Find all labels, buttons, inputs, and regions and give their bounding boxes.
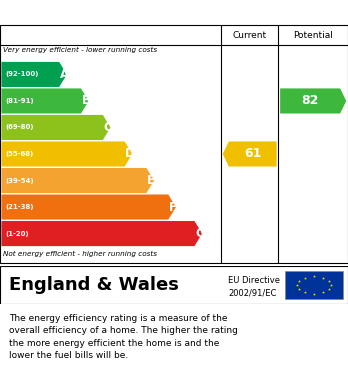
Text: D: D — [125, 147, 135, 160]
Text: Very energy efficient - lower running costs: Very energy efficient - lower running co… — [3, 47, 157, 53]
Polygon shape — [1, 142, 132, 167]
Text: E: E — [147, 174, 155, 187]
Text: Potential: Potential — [293, 30, 333, 39]
Text: (39-54): (39-54) — [6, 178, 34, 183]
Bar — [285, 271, 343, 299]
Text: 61: 61 — [245, 147, 262, 160]
Polygon shape — [1, 194, 176, 220]
Polygon shape — [1, 168, 154, 193]
Text: Current: Current — [232, 30, 267, 39]
Text: EU Directive: EU Directive — [228, 276, 280, 285]
Text: Energy Efficiency Rating: Energy Efficiency Rating — [9, 0, 230, 16]
Text: Not energy efficient - higher running costs: Not energy efficient - higher running co… — [3, 251, 157, 257]
Text: (69-80): (69-80) — [6, 124, 34, 131]
Polygon shape — [1, 221, 202, 246]
Text: England & Wales: England & Wales — [9, 276, 179, 294]
Text: (21-38): (21-38) — [6, 204, 34, 210]
Text: A: A — [60, 68, 69, 81]
Text: C: C — [104, 121, 112, 134]
Text: G: G — [195, 227, 205, 240]
Polygon shape — [1, 88, 89, 113]
Text: The energy efficiency rating is a measure of the
overall efficiency of a home. T: The energy efficiency rating is a measur… — [9, 314, 238, 360]
Text: 82: 82 — [301, 95, 318, 108]
Polygon shape — [1, 62, 67, 87]
Polygon shape — [223, 142, 277, 167]
Text: (81-91): (81-91) — [6, 98, 34, 104]
Text: 2002/91/EC: 2002/91/EC — [228, 288, 276, 297]
Text: (92-100): (92-100) — [6, 72, 39, 77]
Polygon shape — [1, 115, 111, 140]
Text: B: B — [82, 95, 91, 108]
Text: (55-68): (55-68) — [6, 151, 34, 157]
Text: F: F — [169, 201, 177, 213]
Text: (1-20): (1-20) — [6, 231, 29, 237]
Polygon shape — [280, 88, 346, 113]
